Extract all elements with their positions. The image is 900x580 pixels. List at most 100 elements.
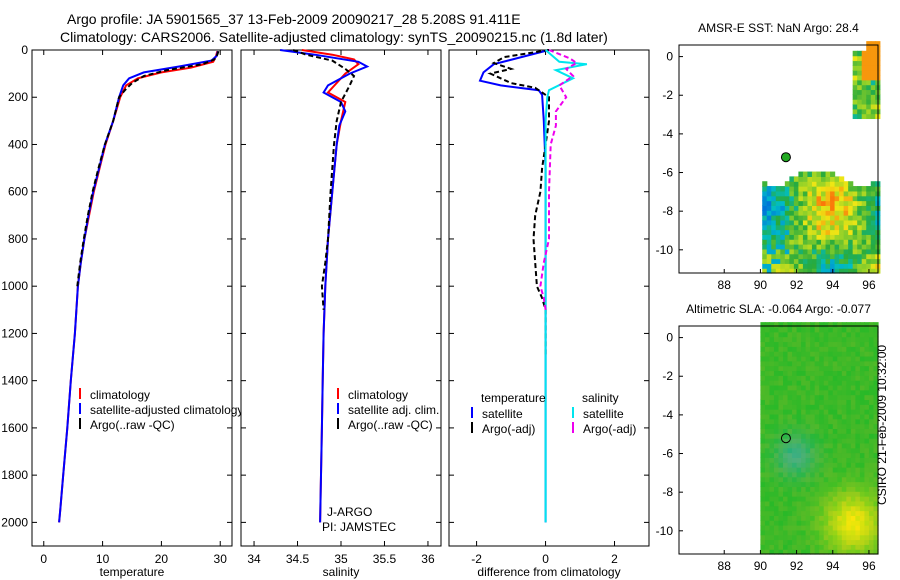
sst-cell <box>811 171 818 177</box>
sla-cell <box>760 510 766 516</box>
sla-cell <box>859 491 866 497</box>
sla-cell <box>805 380 811 386</box>
sla-cell <box>801 442 807 449</box>
sst-cell <box>870 70 876 76</box>
sla-cell <box>823 481 829 487</box>
series-line-argo-raw-qc- <box>76 50 220 287</box>
sla-cell <box>783 331 789 338</box>
sla-cell <box>837 389 843 396</box>
sla-cell <box>864 515 870 521</box>
sla-cell <box>832 491 838 497</box>
sla-cell <box>773 467 780 473</box>
sla-cell <box>855 423 861 430</box>
sla-cell <box>850 418 856 425</box>
sla-cell <box>832 525 838 531</box>
sla-cell <box>846 423 852 430</box>
sst-cell <box>789 200 795 206</box>
sla-cell <box>814 452 820 458</box>
sla-cell <box>850 399 856 405</box>
sla-cell <box>787 365 793 372</box>
sla-cell <box>801 447 807 454</box>
sst-cell <box>802 210 809 216</box>
sla-cell <box>801 365 807 372</box>
sst-cell <box>793 200 799 206</box>
sla-cell <box>864 544 870 550</box>
sla-cell <box>855 326 861 333</box>
sla-cell <box>823 428 829 434</box>
sla-cell <box>864 505 870 512</box>
sla-cell <box>814 500 820 507</box>
sla-cell <box>792 462 798 468</box>
sla-cell <box>823 355 829 362</box>
sst-cell <box>816 248 822 255</box>
sst-cell <box>843 253 849 260</box>
sst-cell <box>866 94 872 100</box>
sst-cell <box>762 234 768 240</box>
sla-cell <box>864 491 870 497</box>
sla-cell <box>764 510 771 516</box>
sst-cell <box>807 224 813 231</box>
sla-cell <box>769 496 775 502</box>
sla-cell <box>769 346 775 352</box>
sla-cell <box>859 341 866 347</box>
sla-cell <box>764 462 771 468</box>
sla-cell <box>828 467 834 473</box>
sla-cell <box>832 380 838 386</box>
sla-cell <box>764 341 771 347</box>
sst-cell <box>793 210 799 216</box>
sst-cell <box>857 94 863 100</box>
sla-cell <box>846 520 852 526</box>
sla-cell <box>801 471 807 478</box>
sst-cell <box>780 224 786 231</box>
sst-cell <box>762 186 768 192</box>
sst-cell <box>771 200 777 206</box>
sla-cell <box>792 481 798 487</box>
sla-cell <box>805 394 811 401</box>
sla-cell <box>850 510 856 516</box>
sla-cell <box>868 500 875 507</box>
sla-cell <box>810 438 816 444</box>
sst-cell <box>834 190 840 197</box>
sla-cell <box>783 549 789 555</box>
sla-cell <box>783 525 789 531</box>
sla-cell <box>810 462 816 468</box>
sla-cell <box>819 452 825 458</box>
sla-cell <box>810 544 816 550</box>
sst-cell <box>793 186 799 192</box>
sla-cell <box>832 336 838 343</box>
sst-cell <box>857 79 863 86</box>
sla-cell <box>841 346 847 352</box>
sla-cell <box>787 389 793 396</box>
sst-cell <box>825 205 831 211</box>
sla-cell <box>819 534 825 541</box>
sst-cell <box>830 253 836 260</box>
sst-cell <box>784 186 790 192</box>
sst-cell <box>816 219 822 226</box>
sst-cell <box>866 210 872 216</box>
sla-cell <box>810 481 816 487</box>
sla-cell <box>783 389 789 396</box>
sla-cell <box>796 534 802 541</box>
sla-cell <box>792 525 798 531</box>
sla-cell <box>805 486 811 492</box>
sla-cell <box>841 389 847 396</box>
sla-cell <box>796 471 802 478</box>
sla-cell <box>796 351 802 357</box>
sla-cell <box>828 505 834 512</box>
sla-cell <box>873 534 879 541</box>
sla-cell <box>810 476 816 483</box>
sla-cell <box>832 418 838 425</box>
sst-cell <box>861 65 867 71</box>
sst-cell <box>870 41 876 47</box>
x-tick-label: 20 <box>155 552 169 566</box>
sla-cell <box>855 389 861 396</box>
sst-cell <box>848 258 854 264</box>
sla-cell <box>783 409 789 415</box>
sla-cell <box>846 365 852 372</box>
sla-cell <box>819 423 825 430</box>
sla-cell <box>823 452 829 458</box>
sla-cell <box>814 370 820 376</box>
sst-cell <box>789 234 795 240</box>
sla-cell <box>855 346 861 352</box>
sst-cell <box>861 113 867 120</box>
